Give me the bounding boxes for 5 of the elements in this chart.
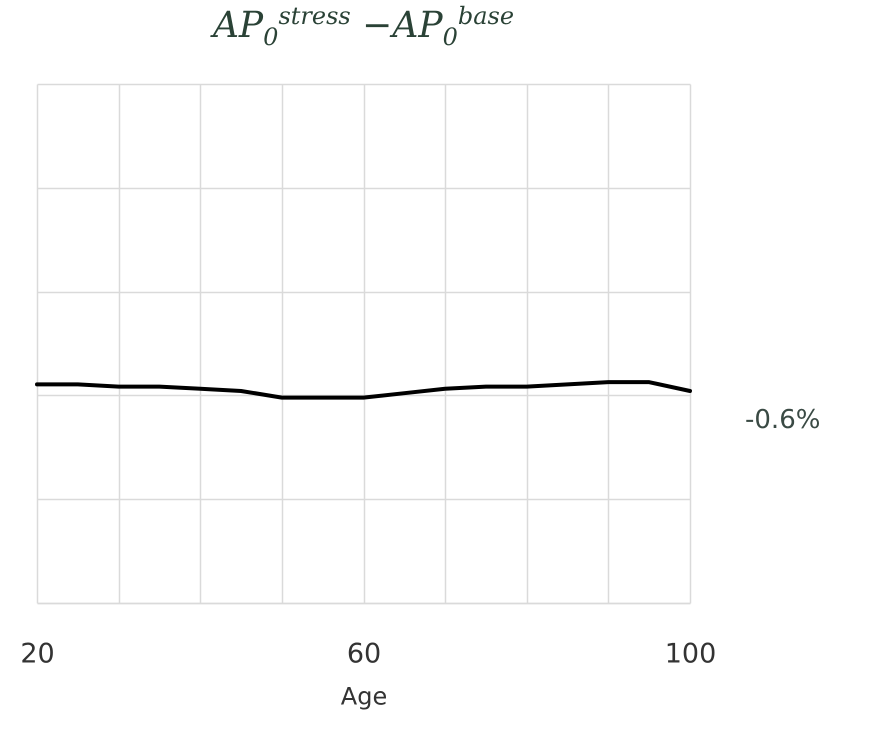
text: -0.6% [745, 405, 820, 435]
x-tick-label: 100 [664, 638, 716, 670]
x-tick-label: 60 [346, 638, 382, 670]
x-tick-label: 20 [20, 638, 55, 670]
x-axis-title: Age [340, 682, 388, 710]
